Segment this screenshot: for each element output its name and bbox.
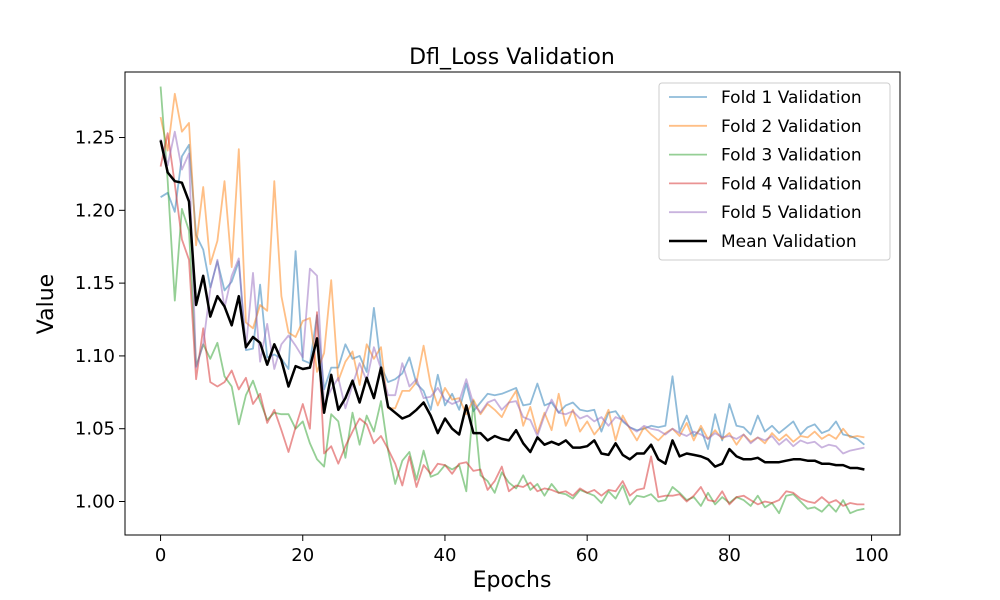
series-layer [159,86,865,515]
y-tick-label: 1.15 [75,273,115,294]
x-axis-label: Epochs [473,568,552,593]
y-tick-label: 1.00 [75,492,115,513]
x-tick-label: 0 [155,545,166,566]
y-axis: 1.00 1.05 1.10 1.15 1.20 1.25 [75,128,125,513]
legend-box [658,82,891,261]
legend-label-5: Fold 5 Validation [721,203,862,223]
y-tick-label: 1.20 [75,200,115,221]
series-line-5 [159,130,865,455]
legend-label-1: Fold 1 Validation [721,88,862,108]
y-axis-label: Value [34,274,59,334]
x-tick-label: 20 [291,545,314,566]
x-tick-label: 40 [434,545,457,566]
series-line-4 [159,132,865,507]
x-tick-label: 80 [718,545,741,566]
legend-label-6: Mean Validation [721,232,857,252]
chart-title: Dfl_Loss Validation [409,45,615,70]
series-line-3 [159,86,865,515]
series-line-6 [159,140,865,471]
plot-frame [124,71,901,536]
x-axis: 0 20 40 60 80 100 [155,535,889,566]
legend-label-3: Fold 3 Validation [721,146,862,166]
y-tick-label: 1.05 [75,419,115,440]
legend-label-4: Fold 4 Validation [721,174,862,194]
x-tick-label: 60 [576,545,599,566]
y-tick-label: 1.25 [75,128,115,149]
x-tick-label: 100 [854,545,888,566]
legend: Fold 1 Validation Fold 2 Validation Fold 3… [658,82,891,261]
y-tick-label: 1.10 [75,346,115,367]
legend-label-2: Fold 2 Validation [721,117,862,137]
